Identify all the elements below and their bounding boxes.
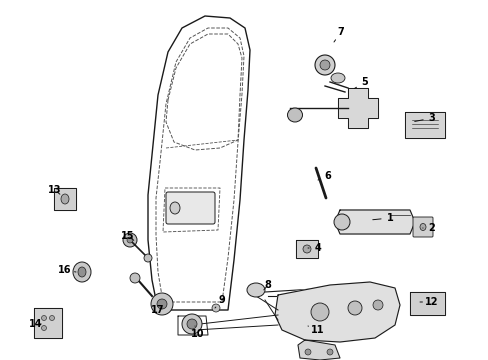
- Ellipse shape: [287, 108, 302, 122]
- Ellipse shape: [186, 319, 197, 329]
- FancyBboxPatch shape: [165, 192, 215, 224]
- Text: 11: 11: [307, 325, 324, 335]
- Text: 8: 8: [263, 280, 271, 290]
- Text: 13: 13: [48, 185, 61, 195]
- Ellipse shape: [310, 303, 328, 321]
- Polygon shape: [274, 282, 399, 342]
- Ellipse shape: [151, 293, 173, 315]
- Text: 14: 14: [29, 319, 42, 329]
- Ellipse shape: [157, 299, 167, 309]
- Ellipse shape: [182, 314, 202, 334]
- Polygon shape: [337, 88, 377, 128]
- Ellipse shape: [49, 315, 54, 320]
- Text: 1: 1: [372, 213, 392, 223]
- Ellipse shape: [246, 283, 264, 297]
- Polygon shape: [404, 112, 444, 138]
- Ellipse shape: [41, 315, 46, 320]
- Text: 12: 12: [419, 297, 438, 307]
- Ellipse shape: [326, 349, 332, 355]
- Text: 16: 16: [58, 265, 76, 275]
- Ellipse shape: [319, 60, 329, 70]
- Text: 2: 2: [422, 223, 434, 233]
- Polygon shape: [409, 292, 444, 315]
- Text: 17: 17: [151, 305, 164, 315]
- Ellipse shape: [143, 254, 152, 262]
- Ellipse shape: [127, 237, 133, 243]
- Text: 9: 9: [215, 295, 225, 308]
- Polygon shape: [334, 210, 414, 234]
- Polygon shape: [295, 240, 317, 258]
- Ellipse shape: [333, 214, 349, 230]
- Text: 10: 10: [191, 326, 204, 339]
- Ellipse shape: [419, 224, 425, 230]
- Text: 3: 3: [414, 113, 434, 123]
- FancyBboxPatch shape: [412, 217, 432, 237]
- Ellipse shape: [372, 300, 382, 310]
- Ellipse shape: [212, 304, 220, 312]
- Text: 5: 5: [354, 77, 367, 89]
- Text: 15: 15: [121, 231, 135, 241]
- Ellipse shape: [314, 55, 334, 75]
- Ellipse shape: [330, 73, 345, 83]
- Ellipse shape: [78, 267, 86, 277]
- Ellipse shape: [170, 202, 180, 214]
- Text: 7: 7: [333, 27, 344, 42]
- Text: 4: 4: [307, 243, 321, 253]
- Polygon shape: [34, 308, 62, 338]
- Ellipse shape: [123, 233, 137, 247]
- Ellipse shape: [130, 273, 140, 283]
- Polygon shape: [297, 340, 339, 360]
- Polygon shape: [54, 188, 76, 210]
- Ellipse shape: [73, 262, 91, 282]
- Ellipse shape: [305, 349, 310, 355]
- Ellipse shape: [347, 301, 361, 315]
- Text: 6: 6: [317, 171, 331, 181]
- Ellipse shape: [41, 325, 46, 330]
- Ellipse shape: [303, 245, 310, 253]
- Ellipse shape: [61, 194, 69, 204]
